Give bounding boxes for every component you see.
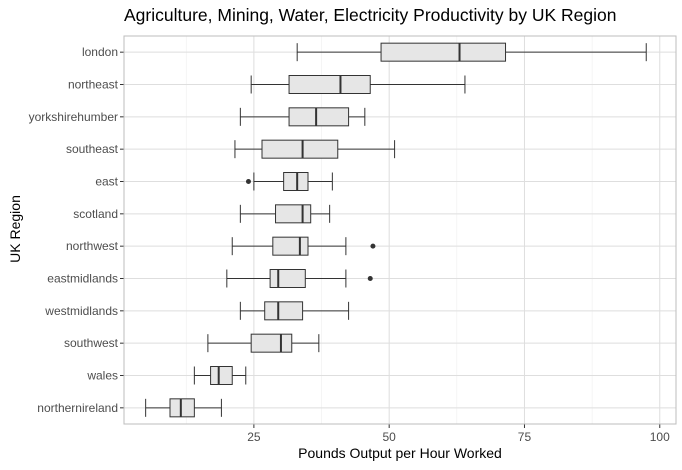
box-scotland xyxy=(275,204,312,224)
x-tick-label: 25 xyxy=(247,430,261,444)
box-southeast xyxy=(261,139,339,159)
box-northwest xyxy=(272,236,309,256)
box-northeast xyxy=(288,75,371,94)
box-westmidlands xyxy=(264,301,304,321)
outlier-northwest xyxy=(370,243,376,249)
panel-border xyxy=(123,35,677,425)
y-tick-label-scotland: scotland xyxy=(73,207,118,221)
box-southwest xyxy=(250,333,293,353)
y-axis-label: UK Region xyxy=(7,195,23,263)
box-wales xyxy=(210,366,233,385)
x-axis-label: Pounds Output per Hour Worked xyxy=(298,445,502,461)
y-tick-label-southeast: southeast xyxy=(66,142,119,156)
outlier-eastmidlands xyxy=(367,276,373,281)
x-tick-label: 100 xyxy=(650,430,670,444)
box-eastmidlands xyxy=(269,269,306,288)
y-tick-label-east: east xyxy=(95,175,118,189)
outlier-east xyxy=(245,179,251,184)
y-tick-label-northernireland: northernireland xyxy=(37,401,118,415)
y-tick-label-northeast: northeast xyxy=(68,78,119,92)
y-tick-label-westmidlands: westmidlands xyxy=(44,304,118,318)
box-yorkshirehumber xyxy=(288,107,350,127)
x-tick-label: 75 xyxy=(518,430,532,444)
y-tick-label-eastmidlands: eastmidlands xyxy=(47,272,118,286)
y-tick-label-london: london xyxy=(82,45,118,59)
box-east xyxy=(283,172,309,191)
y-tick-label-northwest: northwest xyxy=(66,239,119,253)
y-tick-label-southwest: southwest xyxy=(64,336,119,350)
plot-panel xyxy=(124,36,676,424)
y-tick-label-wales: wales xyxy=(86,369,118,383)
y-tick-label-yorkshirehumber: yorkshirehumber xyxy=(29,110,118,124)
box-london xyxy=(380,42,507,62)
box-northernireland xyxy=(169,398,195,418)
chart-title: Agriculture, Mining, Water, Electricity … xyxy=(124,5,617,25)
x-tick-label: 50 xyxy=(382,430,396,444)
